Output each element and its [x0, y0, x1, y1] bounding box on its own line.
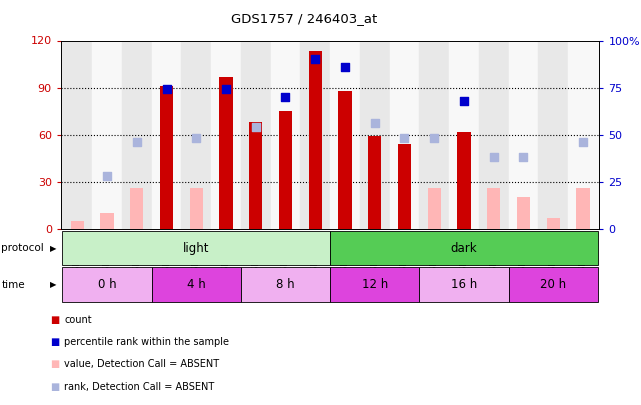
Bar [330, 40, 360, 229]
Text: ■: ■ [50, 360, 59, 369]
Point [191, 135, 201, 142]
Text: 20 h: 20 h [540, 278, 566, 291]
Text: percentile rank within the sample: percentile rank within the sample [64, 337, 229, 347]
Point [429, 135, 439, 142]
Bar [190, 188, 203, 229]
Bar [330, 267, 419, 302]
Bar [181, 40, 211, 229]
Point [102, 173, 112, 179]
Text: light: light [183, 241, 210, 255]
Bar [241, 267, 330, 302]
Text: dark: dark [451, 241, 478, 255]
Text: protocol: protocol [1, 243, 44, 253]
Point [459, 98, 469, 104]
Bar [419, 40, 449, 229]
Point [488, 154, 499, 160]
Bar [152, 40, 181, 229]
Text: ■: ■ [50, 382, 59, 392]
Bar [71, 221, 84, 229]
Bar [122, 40, 152, 229]
Bar [130, 188, 144, 229]
Point [162, 86, 172, 93]
Text: 12 h: 12 h [362, 278, 388, 291]
Text: ▶: ▶ [50, 280, 56, 289]
Point [131, 139, 142, 145]
Bar [457, 132, 470, 229]
Bar [568, 40, 598, 229]
Point [251, 124, 261, 130]
Bar [487, 188, 501, 229]
Point [221, 86, 231, 93]
Text: value, Detection Call = ABSENT: value, Detection Call = ABSENT [64, 360, 219, 369]
Text: 4 h: 4 h [187, 278, 206, 291]
Bar [368, 136, 381, 229]
Bar [308, 51, 322, 229]
Point [340, 64, 350, 70]
Point [280, 94, 290, 100]
Bar [92, 40, 122, 229]
Bar [330, 231, 598, 265]
Bar [62, 231, 330, 265]
Bar [249, 122, 262, 229]
Text: 16 h: 16 h [451, 278, 477, 291]
Text: GDS1757 / 246403_at: GDS1757 / 246403_at [231, 12, 378, 25]
Point [370, 120, 380, 127]
Bar [479, 40, 508, 229]
Bar [338, 91, 352, 229]
Bar [241, 40, 271, 229]
Text: ▶: ▶ [50, 243, 56, 253]
Bar [419, 267, 508, 302]
Bar [301, 40, 330, 229]
Bar [160, 86, 173, 229]
Bar [360, 40, 390, 229]
Point [399, 135, 410, 142]
Bar [428, 188, 441, 229]
Bar [100, 213, 113, 229]
Text: count: count [64, 315, 92, 325]
Bar [271, 40, 301, 229]
Text: time: time [1, 279, 25, 290]
Point [578, 139, 588, 145]
Point [310, 56, 320, 63]
Text: 8 h: 8 h [276, 278, 295, 291]
Bar [398, 144, 411, 229]
Bar [449, 40, 479, 229]
Bar [538, 40, 568, 229]
Bar [62, 267, 152, 302]
Bar [219, 77, 233, 229]
Bar [547, 218, 560, 229]
Text: rank, Detection Call = ABSENT: rank, Detection Call = ABSENT [64, 382, 214, 392]
Bar [152, 267, 241, 302]
Bar [62, 40, 92, 229]
Text: ■: ■ [50, 337, 59, 347]
Bar [211, 40, 241, 229]
Text: 0 h: 0 h [97, 278, 116, 291]
Bar [576, 188, 590, 229]
Bar [508, 40, 538, 229]
Bar [508, 267, 598, 302]
Bar [279, 111, 292, 229]
Bar [390, 40, 419, 229]
Text: ■: ■ [50, 315, 59, 325]
Bar [517, 198, 530, 229]
Point [519, 154, 529, 160]
